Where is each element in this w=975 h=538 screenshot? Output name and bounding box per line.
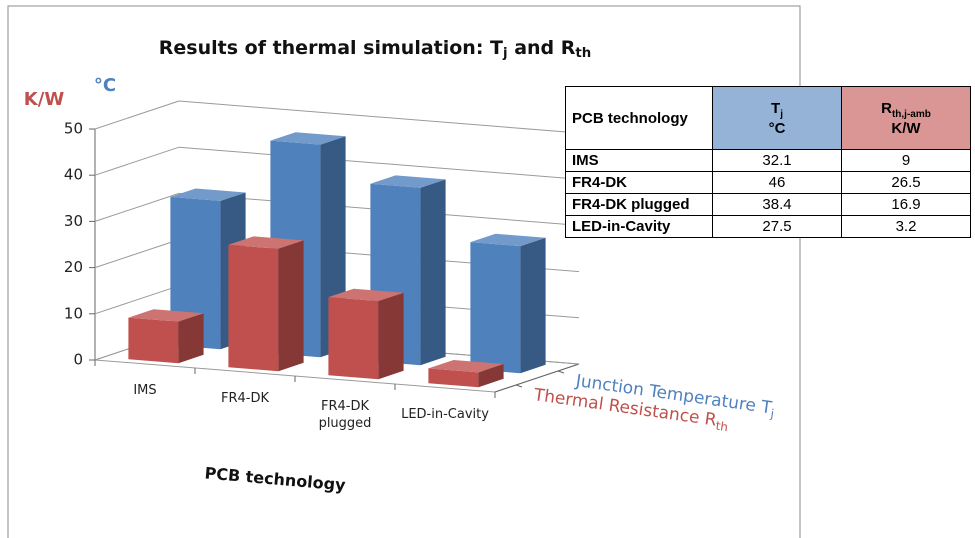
bar-front: [170, 196, 221, 350]
y-tick-label: 50: [64, 120, 83, 138]
text-part: th,j-amb: [891, 108, 931, 120]
chart-frame: [7, 5, 801, 538]
table-cell: FR4-DK: [565, 171, 713, 194]
bar-top: [370, 175, 446, 188]
table-row: LED-in-Cavity 27.5 3.2: [565, 215, 971, 238]
bar-side: [420, 179, 446, 366]
grid-line: [94, 239, 180, 269]
grid-line: [178, 100, 580, 134]
table-cell: 26.5: [841, 171, 971, 194]
bar-side: [178, 313, 204, 364]
grid-line: [94, 192, 180, 222]
x-axis-label: PCB technology: [204, 463, 347, 494]
table-cell: 46: [712, 171, 842, 194]
chart-title: Results of thermal simulation: Tj and Rt…: [159, 37, 591, 62]
bar-top: [328, 288, 404, 302]
table-header: Tj °C: [712, 86, 842, 150]
text-part: R: [881, 99, 892, 117]
header-unit: K/W: [891, 119, 921, 137]
table-cell: LED-in-Cavity: [565, 215, 713, 238]
y-tick-label: 30: [64, 212, 83, 230]
x-tick-label: LED-in-Cavity: [401, 407, 489, 422]
table-cell: 3.2: [841, 215, 971, 238]
y-axis-label: K/W: [24, 89, 65, 110]
text-part: Results of thermal simulation: T: [159, 37, 503, 59]
depth-tick: [557, 370, 565, 374]
bar-top: [170, 188, 246, 201]
bar-front: [328, 297, 379, 380]
depth-axis: [494, 363, 580, 393]
bar-top: [428, 360, 504, 373]
bar-top: [228, 236, 304, 249]
table-cell: 9: [841, 149, 971, 172]
header-label: PCB technology: [572, 110, 706, 127]
text-part: th: [715, 418, 729, 434]
table-header: Rth,j-amb K/W: [841, 86, 971, 150]
text-part: j: [769, 406, 775, 420]
table-cell: FR4-DK plugged: [565, 193, 713, 216]
table-row: FR4-DK plugged 38.4 16.9: [565, 193, 971, 216]
table-cell: 16.9: [841, 193, 971, 216]
x-tick-label: FR4-DK plugged: [318, 399, 372, 431]
table-cell: 27.5: [712, 215, 842, 238]
table-header-row: PCB technology Tj °C Rth,j-amb K/W: [565, 86, 971, 150]
grid-line: [94, 100, 180, 130]
text-part: j: [780, 108, 783, 120]
bar-side: [278, 240, 304, 372]
table-row: IMS 32.1 9: [565, 149, 971, 172]
bar-top: [470, 233, 546, 247]
y-tick-label: 20: [64, 258, 83, 276]
bar-front: [128, 317, 179, 364]
header-unit: °C: [768, 119, 786, 137]
y-tick-label: 0: [73, 351, 83, 369]
header-label: Rth,j-amb: [848, 100, 964, 120]
table-cell: IMS: [565, 149, 713, 172]
table-cell: 32.1: [712, 149, 842, 172]
grid-line: [94, 285, 180, 315]
text-part: PCB technology: [572, 109, 688, 127]
x-tick-label: FR4-DK: [220, 391, 269, 406]
table-row: FR4-DK 46 26.5: [565, 171, 971, 194]
bar-front: [428, 368, 479, 388]
table-header: PCB technology: [565, 86, 713, 150]
bar-side: [520, 237, 546, 374]
depth-tick: [515, 384, 523, 388]
y-axis-label: °C: [94, 75, 116, 96]
y-tick-label: 10: [64, 304, 83, 322]
bar-side: [378, 292, 404, 380]
grid-line: [94, 146, 180, 176]
bar-front: [228, 244, 279, 372]
text-part: T: [771, 99, 781, 117]
header-label: Tj: [719, 100, 835, 120]
x-tick-label: IMS: [133, 383, 157, 398]
text-part: and R: [508, 37, 576, 59]
bar-front: [470, 242, 521, 374]
text-part: j: [502, 46, 508, 61]
y-tick-label: 40: [64, 166, 83, 184]
grid-line: [178, 146, 580, 180]
bar-top: [128, 309, 204, 322]
bar-side: [478, 364, 504, 388]
table-cell: 38.4: [712, 193, 842, 216]
text-part: th: [575, 46, 591, 61]
bar-top: [270, 132, 346, 145]
data-table: PCB technology Tj °C Rth,j-amb K/W IMS 32.1 9 FR…: [565, 86, 971, 238]
